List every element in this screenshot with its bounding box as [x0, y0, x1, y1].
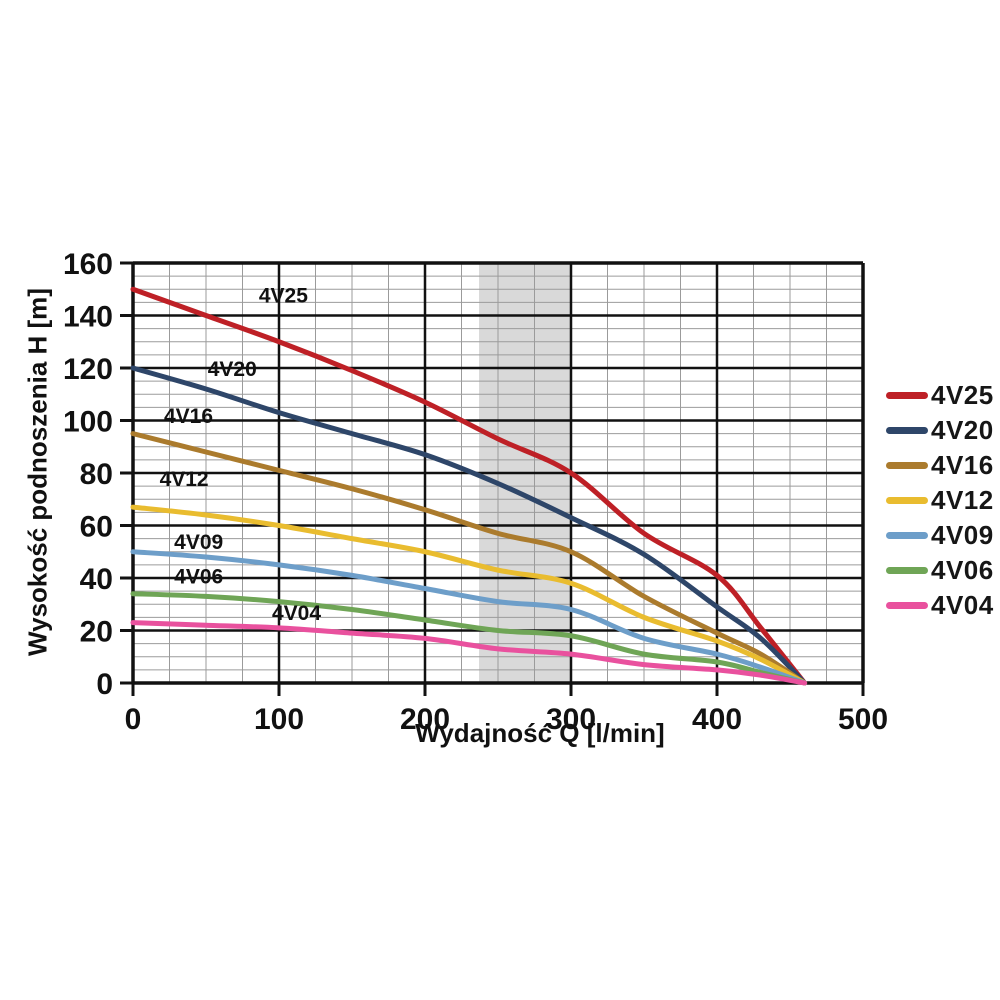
- series-label-4V16: 4V16: [164, 405, 213, 428]
- y-tick-label: 140: [63, 301, 113, 334]
- x-tick-label: 200: [400, 703, 450, 736]
- series-curve-4V12: [130, 504, 808, 686]
- y-tick-label: 80: [80, 458, 113, 491]
- series-curve-4V06: [130, 591, 808, 686]
- legend-swatch-4V20: [886, 426, 928, 434]
- legend-swatch-4V06: [886, 566, 928, 574]
- y-tick-label: 40: [80, 563, 113, 596]
- series-label-4V20: 4V20: [208, 358, 257, 381]
- legend-item-4V25: 4V25: [886, 379, 994, 410]
- legend-item-4V20: 4V20: [886, 414, 994, 445]
- x-tick-label: 300: [546, 703, 596, 736]
- legend-swatch-4V16: [886, 461, 928, 469]
- legend-label-4V09: 4V09: [931, 519, 994, 550]
- legend-label-4V20: 4V20: [931, 414, 994, 445]
- series-label-4V04: 4V04: [272, 602, 321, 625]
- y-tick-label: 100: [63, 406, 113, 439]
- legend-item-4V16: 4V16: [886, 449, 994, 480]
- legend-swatch-4V04: [886, 601, 928, 609]
- legend-swatch-4V12: [886, 496, 928, 504]
- x-tick-label: 400: [692, 703, 742, 736]
- series-label-4V09: 4V09: [174, 531, 223, 554]
- series-label-4V12: 4V12: [160, 468, 209, 491]
- legend-label-4V06: 4V06: [931, 554, 994, 585]
- legend-label-4V25: 4V25: [931, 379, 994, 410]
- series-curve-4V04: [130, 620, 808, 686]
- series-label-4V06: 4V06: [174, 565, 223, 588]
- series-curve-4V20: [130, 365, 808, 686]
- x-axis-title: Wydajność Q [l/min]: [415, 718, 665, 748]
- legend-label-4V12: 4V12: [931, 484, 994, 515]
- y-tick-label: 160: [63, 248, 113, 281]
- y-tick-label: 120: [63, 353, 113, 386]
- series-label-4V25: 4V25: [259, 284, 308, 307]
- legend: 4V25 4V20 4V16 4V12 4V09 4V06 4V04: [886, 379, 994, 626]
- legend-item-4V06: 4V06: [886, 554, 994, 585]
- y-axis-title: Wysokość podnoszenia H [m]: [22, 288, 53, 656]
- series-curve-4V25: [130, 286, 808, 686]
- x-tick-label: 100: [254, 703, 304, 736]
- series-curve-4V16: [130, 431, 808, 686]
- legend-item-4V09: 4V09: [886, 519, 994, 550]
- legend-label-4V16: 4V16: [931, 449, 994, 480]
- legend-label-4V04: 4V04: [931, 589, 994, 620]
- chart-plot-area: 0 100 200 300 400 500 0 20 40 60 80 100 120 140 160 4V2…: [63, 248, 888, 736]
- y-tick-label: 20: [80, 616, 113, 649]
- y-tick-label: 0: [96, 668, 113, 701]
- y-tick-label: 60: [80, 511, 113, 544]
- x-tick-label: 500: [838, 703, 888, 736]
- legend-swatch-4V09: [886, 531, 928, 539]
- series-curve-4V09: [130, 549, 808, 686]
- legend-item-4V04: 4V04: [886, 589, 994, 620]
- legend-swatch-4V25: [886, 391, 928, 399]
- legend-item-4V12: 4V12: [886, 484, 994, 515]
- x-tick-label: 0: [125, 703, 142, 736]
